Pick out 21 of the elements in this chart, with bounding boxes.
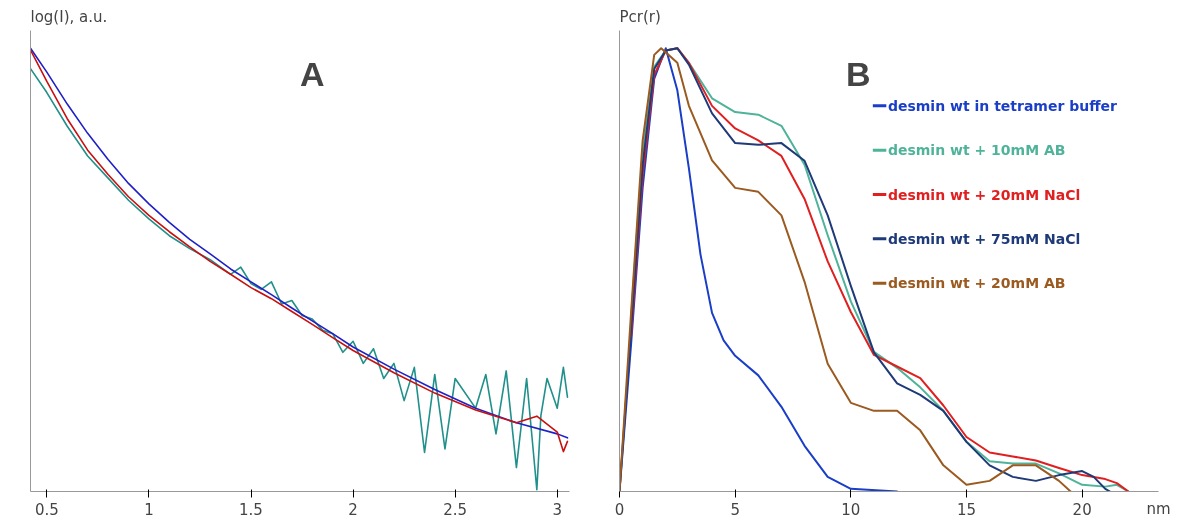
legend-label: desmin wt in tetramer buffer	[887, 97, 1118, 114]
x-tick-label: 10	[841, 500, 861, 519]
annotation: B	[845, 54, 871, 93]
legend-label: desmin wt + 20mM AB	[887, 275, 1066, 292]
y-axis-title: log(I), a.u.	[30, 7, 108, 26]
x-tick-label: 1.5	[239, 500, 263, 519]
x-tick-label: 5	[730, 500, 740, 519]
x-tick-label: 2	[348, 500, 358, 519]
x-tick-label: 1	[144, 500, 154, 519]
annotation: A	[300, 54, 325, 93]
x-tick-label: 15	[956, 500, 977, 519]
x-tick-label: 3	[552, 500, 563, 519]
x-tick-label: 2.5	[443, 500, 468, 519]
x-axis-title: nm	[1146, 499, 1171, 518]
legend-label: desmin wt + 10mM AB	[887, 142, 1066, 159]
legend-label: desmin wt + 20mM NaCl	[887, 186, 1081, 203]
y-axis-title: Pcr(r)	[619, 7, 661, 26]
x-tick-label: 0.5	[34, 500, 59, 519]
x-tick-label: 0	[614, 500, 625, 519]
x-tick-label: 20	[1072, 500, 1092, 519]
legend-label: desmin wt + 75mM NaCl	[887, 230, 1081, 247]
